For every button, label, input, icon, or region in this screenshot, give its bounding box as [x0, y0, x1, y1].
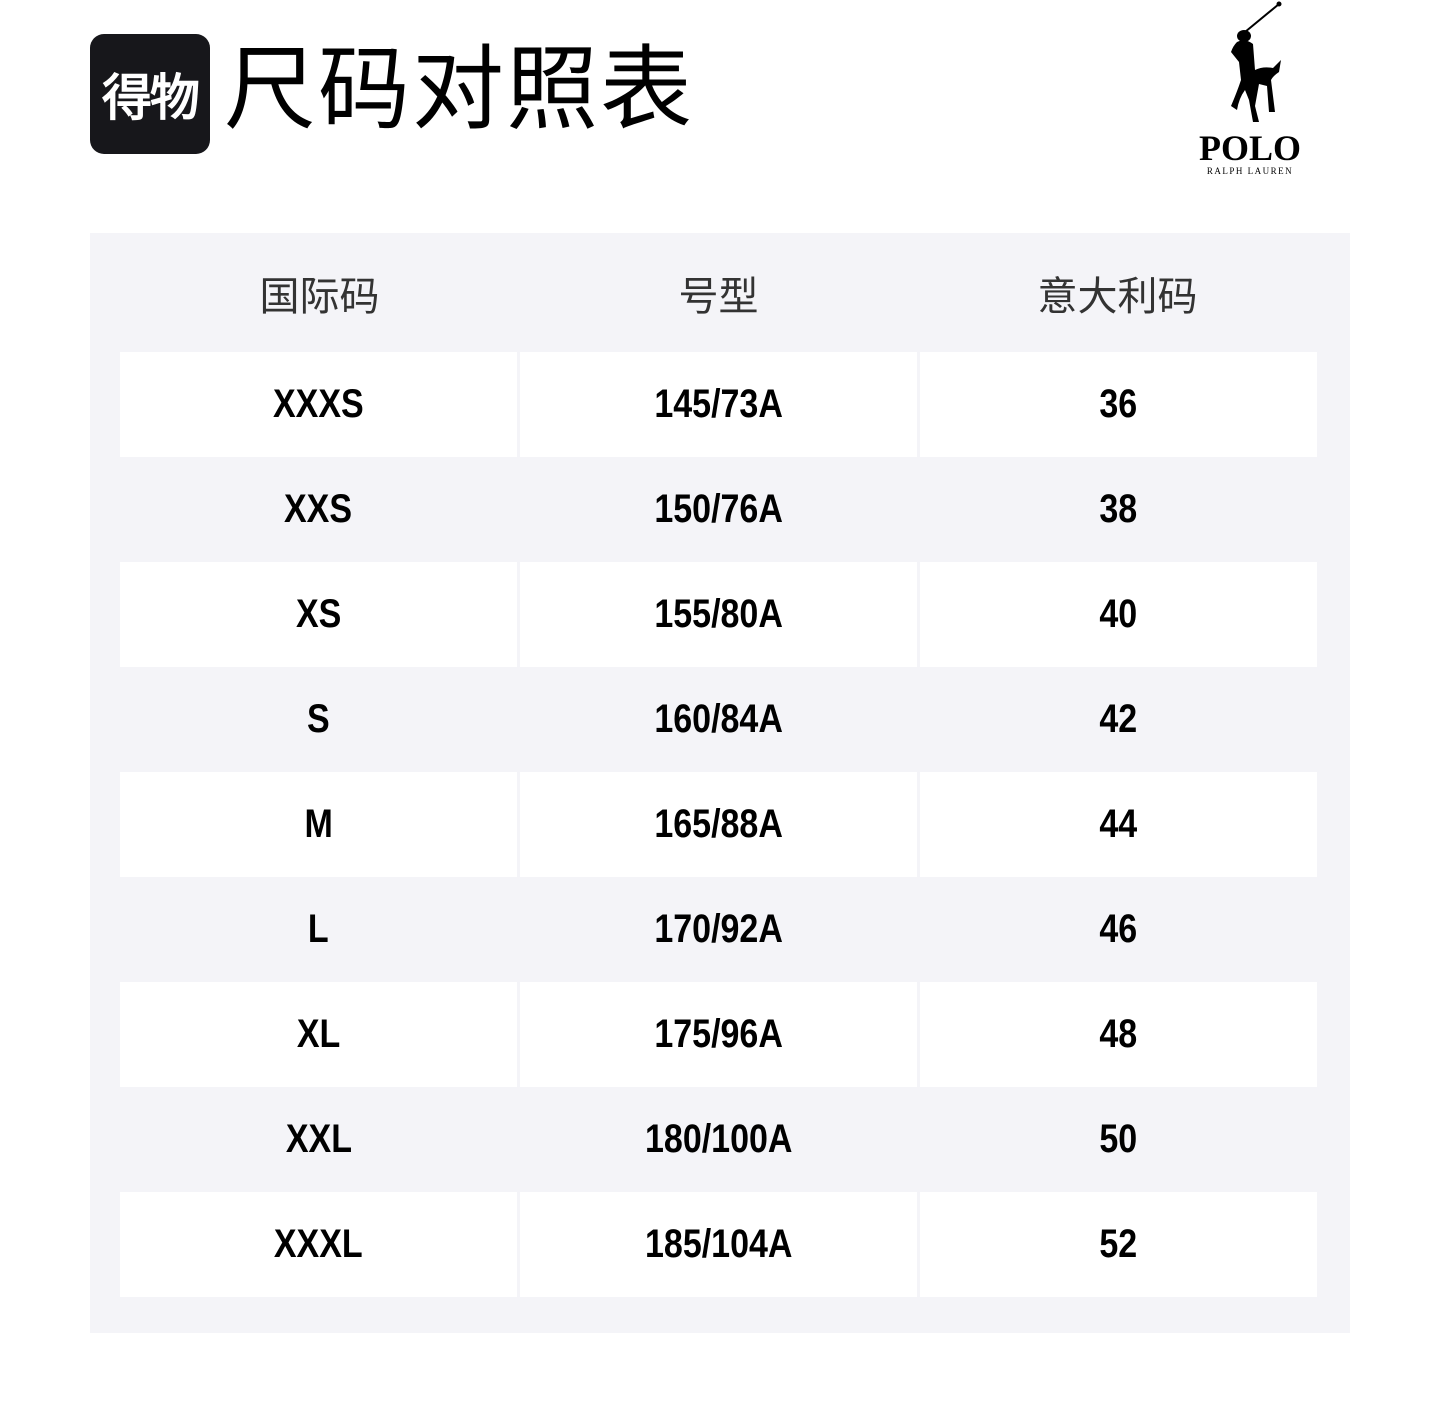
polo-ralph-lauren-logo: POLO RALPH LAUREN [1195, 0, 1305, 185]
table-row: XL 175/96A 48 [120, 982, 1317, 1087]
cell-text: 165/88A [654, 802, 783, 846]
table-cell: 180/100A [520, 1087, 917, 1192]
table-cell: XXXS [120, 352, 517, 457]
table-body: XXXS 145/73A 36 XXS 150/76A 38 XS 155/80A 40 S 160… [120, 352, 1317, 1297]
brand-subtitle: RALPH LAUREN [1206, 166, 1294, 176]
page-title: 尺码对照表 [224, 39, 695, 141]
table-row: XS 155/80A 40 [120, 562, 1317, 667]
table-row: XXS 150/76A 38 [120, 457, 1317, 562]
table-cell: XXXL [120, 1192, 517, 1297]
table-cell: 175/96A [520, 982, 917, 1087]
table-row: XXXL 185/104A 52 [120, 1192, 1317, 1297]
cell-text: 42 [1099, 697, 1138, 741]
table-cell: 170/92A [520, 877, 917, 982]
table-cell: 44 [920, 772, 1317, 877]
column-header: 意大利码 [1037, 274, 1198, 319]
table-row: XXXS 145/73A 36 [120, 352, 1317, 457]
table-cell: 36 [920, 352, 1317, 457]
cell-text: 180/100A [644, 1117, 793, 1161]
cell-text: XS [295, 592, 342, 636]
cell-text: 40 [1099, 592, 1138, 636]
cell-text: 44 [1099, 802, 1138, 846]
cell-text: 175/96A [654, 1012, 783, 1056]
cell-text: 38 [1099, 487, 1138, 531]
column-header: 号型 [678, 274, 759, 319]
cell-text: 150/76A [654, 487, 783, 531]
table-header: 国际码 号型 意大利码 [120, 233, 1317, 352]
cell-text: 48 [1099, 1012, 1138, 1056]
table-cell: 50 [920, 1087, 1317, 1192]
table-row: L 170/92A 46 [120, 877, 1317, 982]
table-cell: 165/88A [520, 772, 917, 877]
table-cell: S [120, 667, 517, 772]
cell-text: M [304, 802, 333, 846]
table-cell: XXS [120, 457, 517, 562]
table-cell: 46 [920, 877, 1317, 982]
brand-name: POLO [1198, 128, 1301, 168]
cell-text: L [308, 907, 329, 951]
cell-text: 185/104A [644, 1222, 793, 1266]
table-cell: XS [120, 562, 517, 667]
size-chart-table: 国际码 号型 意大利码 XXXS 145/73A 36 XXS 150/76A 38 XS 1… [90, 233, 1350, 1333]
dewu-logo: 得物 [90, 34, 210, 154]
cell-text: 170/92A [654, 907, 783, 951]
cell-text: XXXL [274, 1222, 363, 1266]
table-cell: XL [120, 982, 517, 1087]
cell-text: 160/84A [654, 697, 783, 741]
cell-text: 52 [1099, 1222, 1138, 1266]
table-cell: XXL [120, 1087, 517, 1192]
table-cell: 40 [920, 562, 1317, 667]
column-header: 国际码 [259, 274, 380, 319]
cell-text: 36 [1099, 382, 1138, 426]
table-cell: L [120, 877, 517, 982]
cell-text: XL [296, 1012, 341, 1056]
cell-text: 46 [1099, 907, 1138, 951]
table-row: M 165/88A 44 [120, 772, 1317, 877]
table-cell: 150/76A [520, 457, 917, 562]
cell-text: 145/73A [654, 382, 783, 426]
cell-text: 50 [1099, 1117, 1138, 1161]
table-cell: 48 [920, 982, 1317, 1087]
cell-text: 155/80A [654, 592, 783, 636]
cell-text: XXL [285, 1117, 352, 1161]
cell-text: S [307, 697, 330, 741]
cell-text: XXS [284, 487, 353, 531]
table-cell: 160/84A [520, 667, 917, 772]
cell-text: XXXS [273, 382, 364, 426]
table-cell: 52 [920, 1192, 1317, 1297]
table-cell: 38 [920, 457, 1317, 562]
table-cell: 42 [920, 667, 1317, 772]
table-cell: 155/80A [520, 562, 917, 667]
table-cell: M [120, 772, 517, 877]
table-row: S 160/84A 42 [120, 667, 1317, 772]
polo-player-icon [1231, 1, 1282, 122]
table-cell: 185/104A [520, 1192, 917, 1297]
table-cell: 145/73A [520, 352, 917, 457]
table-row: XXL 180/100A 50 [120, 1087, 1317, 1192]
